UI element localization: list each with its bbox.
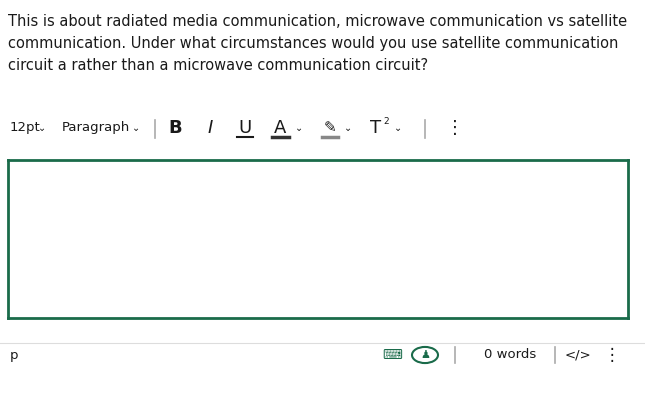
Text: ⌄: ⌄ (295, 123, 303, 133)
Text: ⌨: ⌨ (382, 348, 402, 362)
Text: T: T (370, 119, 382, 137)
Text: ✎: ✎ (324, 120, 337, 136)
Text: U: U (239, 119, 252, 137)
Text: ⌄: ⌄ (394, 123, 402, 133)
Text: Paragraph: Paragraph (62, 122, 130, 134)
Text: ⋮: ⋮ (604, 346, 620, 364)
Text: ⌄: ⌄ (132, 123, 140, 133)
Text: A: A (274, 119, 286, 137)
Text: ⋮: ⋮ (446, 119, 464, 137)
Text: 12pt: 12pt (10, 122, 41, 134)
Text: circuit a rather than a microwave communication circuit?: circuit a rather than a microwave commun… (8, 58, 428, 73)
Text: 0 words: 0 words (484, 348, 536, 362)
Text: p: p (10, 348, 19, 362)
Text: </>: </> (564, 348, 591, 362)
Text: ⌄: ⌄ (344, 123, 352, 133)
Text: This is about radiated media communication, microwave communication vs satellite: This is about radiated media communicati… (8, 14, 627, 29)
Text: B: B (168, 119, 182, 137)
Text: ♟: ♟ (420, 350, 430, 360)
Text: 2: 2 (383, 118, 389, 126)
Text: I: I (208, 119, 213, 137)
Text: communication. Under what circumstances would you use satellite communication: communication. Under what circumstances … (8, 36, 619, 51)
Text: ⌄: ⌄ (38, 123, 46, 133)
